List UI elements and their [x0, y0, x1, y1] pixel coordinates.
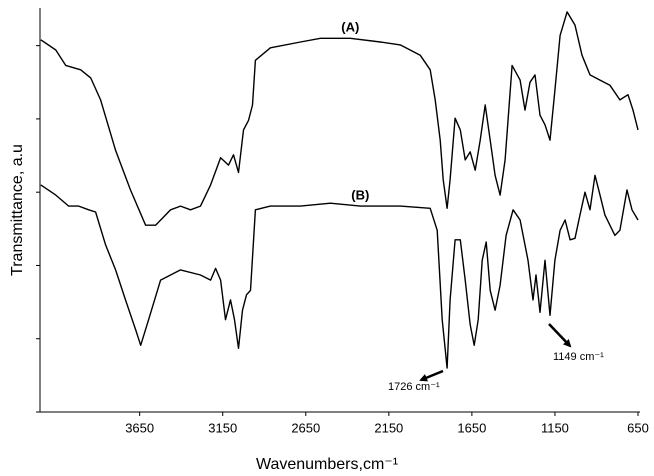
x-tick-label: 2650 — [291, 420, 320, 435]
series-line — [40, 174, 639, 369]
x-tick-label: 3150 — [208, 420, 237, 435]
x-tick-label: 3650 — [125, 420, 154, 435]
arrow — [419, 369, 444, 382]
series-label: (A) — [341, 20, 359, 35]
x-tick-label: 650 — [627, 420, 649, 435]
series-line — [40, 11, 639, 226]
x-tick-label: 1650 — [457, 420, 486, 435]
arrow — [548, 323, 572, 348]
y-axis-label: Transmittance, a.u — [9, 144, 26, 276]
series-label: (B) — [351, 188, 369, 203]
annotation: 1149 cm⁻¹ — [553, 351, 604, 363]
x-tick-label: 1150 — [541, 420, 569, 435]
x-tick-label: 2150 — [374, 420, 403, 435]
annotation: 1726 cm⁻¹ — [388, 381, 440, 393]
x-axis-label: Wavenumbers,cm⁻¹ — [256, 456, 398, 473]
